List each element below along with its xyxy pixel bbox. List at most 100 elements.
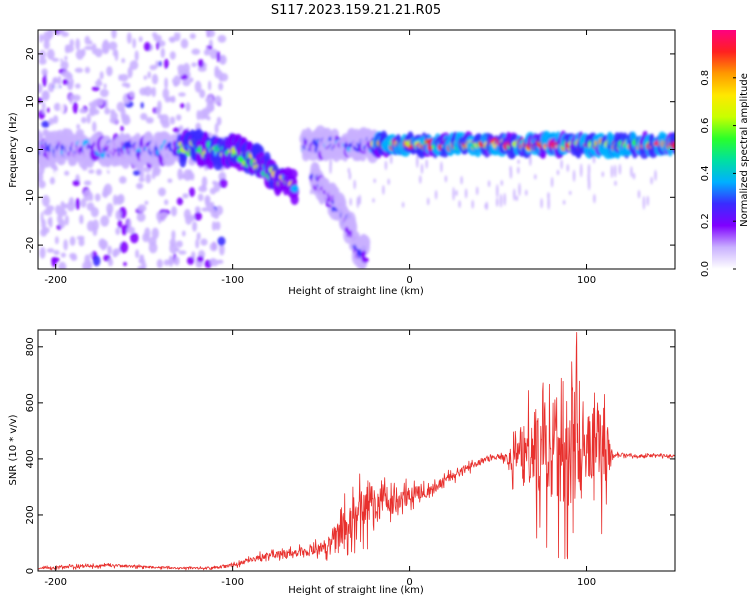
spectrogram-cell (191, 48, 201, 55)
spectrogram-cell (39, 33, 43, 43)
spectrogram-marks (38, 30, 675, 269)
spectrogram-cell (75, 83, 81, 89)
spectrogram-cell (138, 258, 146, 264)
spectrogram-cell (46, 248, 55, 253)
spectrogram-cell (59, 209, 67, 217)
colorbar-tick-label: 0.2 (700, 213, 711, 229)
spectrogram-cell (121, 82, 129, 87)
spectrogram-cell (425, 159, 428, 169)
spectrogram-cell (197, 193, 204, 202)
spectrogram-cell (135, 249, 140, 259)
colorbar-label: Normalized spectral amplitude (739, 73, 750, 227)
spectrogram-cell (47, 217, 51, 226)
spectrogram-cell (201, 184, 207, 190)
spectrogram-cell (171, 230, 176, 241)
spectrogram-cell (103, 83, 107, 89)
spectrogram-cell (53, 82, 60, 94)
spectrogram-cell (72, 94, 81, 102)
spectrogram-cell (38, 180, 46, 189)
spectrogram-cell (219, 178, 228, 189)
spectrogram-cell (53, 250, 60, 256)
spectrogram-cell (82, 261, 91, 269)
spectrogram-cell (88, 101, 98, 108)
spectrogram-cell (145, 173, 152, 184)
spectrogram-cell (173, 247, 180, 252)
spectrogram-cell (97, 78, 101, 85)
spectrogram-cell (215, 221, 221, 231)
spectrogram-cell (41, 194, 50, 207)
spectrogram-cell (111, 30, 117, 39)
spectrogram-cell (182, 79, 191, 87)
spectrogram-cell (632, 172, 636, 180)
spectrogram-cell (179, 103, 185, 109)
spectrogram-cell (75, 197, 81, 210)
spectrogram-cell (194, 206, 201, 214)
spectrogram-cell (74, 67, 84, 73)
spectrogram-cell (99, 88, 109, 98)
colorbar-ticks: 0.0 0.2 0.4 0.6 0.8 (700, 70, 736, 277)
spectrogram-cell (57, 75, 62, 86)
spectrogram-cell (347, 167, 351, 174)
spectrogram-cell (174, 30, 181, 42)
spectrogram-cell (69, 236, 76, 246)
spectrogram-cell (206, 116, 211, 121)
spectrogram-cell (86, 202, 95, 211)
spectrogram-cell (38, 57, 47, 65)
spectrogram-cell (210, 207, 217, 218)
spectrogram-cell (112, 194, 118, 206)
spectrogram-cell (214, 95, 222, 106)
spectrogram-cell (562, 200, 566, 205)
spectrogram-cell (120, 125, 124, 132)
x-tick-label: 0 (406, 577, 412, 588)
spectrogram-cell (160, 47, 165, 59)
spectrogram-cell (49, 176, 56, 185)
spectrogram-cell (215, 205, 223, 216)
spectrogram-cell (460, 175, 463, 185)
colorbar: 0.0 0.2 0.4 0.6 0.8 Normalized spectral ampl… (700, 30, 750, 277)
spectrogram-cell (145, 117, 154, 124)
colorbar-tick-label: 0.0 (700, 261, 711, 277)
spectrogram-cell (178, 92, 186, 97)
spectrogram-cell (137, 204, 147, 213)
spectrogram-cell (43, 40, 50, 50)
spectrogram-cell (171, 95, 176, 101)
spectrogram-cell (518, 182, 521, 197)
spectrogram-cell (209, 242, 218, 252)
colorbar-scale (712, 30, 736, 269)
snr-y-ticks: 0 200 400 600 800 (25, 337, 675, 574)
spectrogram-cell (139, 254, 145, 259)
spectrogram-cell (66, 201, 75, 212)
spectrogram-cell (139, 169, 145, 180)
spectrogram-cell (416, 154, 419, 168)
spectrogram-cell (500, 180, 503, 186)
x-tick-label: -100 (221, 275, 244, 286)
y-tick-label: 10 (25, 95, 36, 108)
spectrogram-cell (372, 198, 375, 203)
spectrogram-cell (291, 184, 299, 193)
x-tick-label: 100 (577, 577, 596, 588)
spectrogram-cell (95, 168, 102, 176)
spectrogram-cell (39, 246, 46, 259)
spectrogram-cell (108, 41, 118, 51)
spectrogram-cell (210, 258, 217, 263)
spectrogram-cell (106, 66, 113, 77)
spectrogram-cell (358, 194, 361, 205)
spectrogram-cell (59, 58, 64, 68)
spectrogram-cell (72, 72, 81, 80)
spectrogram-cell (419, 175, 422, 184)
spectrogram-y-label: Frequency (Hz) (8, 112, 19, 188)
spectrogram-cell (592, 155, 596, 164)
spectrogram-cell (69, 39, 75, 47)
spectrogram-cell (361, 250, 367, 256)
spectrogram-cell (455, 189, 458, 197)
spectrogram-cell (109, 116, 119, 124)
spectrogram-cell (188, 187, 196, 197)
spectrogram-cell (205, 30, 213, 33)
y-tick-label: 20 (25, 48, 36, 61)
spectrogram-cell (180, 38, 189, 49)
colorbar-tick-label: 0.8 (700, 70, 711, 86)
y-tick-label: -10 (25, 189, 36, 205)
spectrogram-cell (41, 90, 50, 100)
x-tick-label: 100 (577, 275, 596, 286)
spectrogram-cell (143, 86, 153, 97)
